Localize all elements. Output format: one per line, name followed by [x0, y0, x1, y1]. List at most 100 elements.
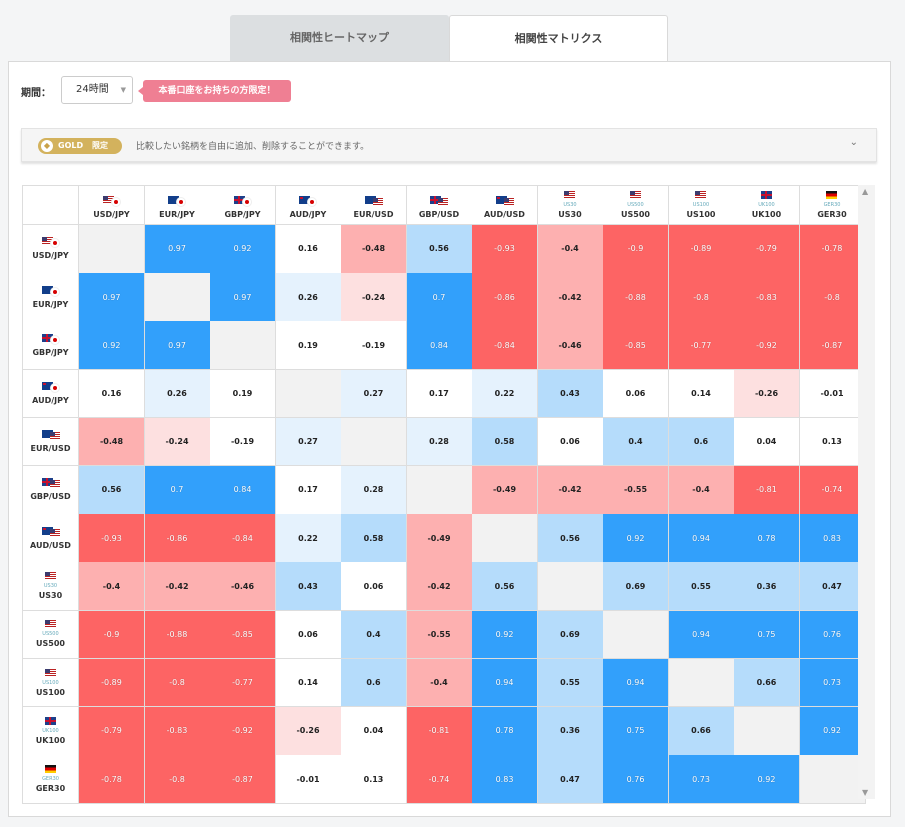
gold-message: 比較したい銘柄を自由に追加、削除することができます。 — [136, 142, 370, 152]
matrix-cell: 0.84 — [406, 321, 473, 371]
gb-jp-flag-icon — [41, 333, 60, 344]
matrix-cell: 0.56 — [406, 225, 473, 274]
matrix-cell: -0.8 — [144, 755, 211, 804]
matrix-scrollbar[interactable]: ▲ ▼ — [858, 185, 875, 799]
row-header-label: US100 — [36, 687, 65, 697]
gold-feature-bar[interactable]: ◆ GOLD 限定 比較したい銘柄を自由に追加、削除することができます。 ⌄ — [21, 128, 877, 162]
column-header-label: US30 — [558, 210, 582, 219]
index-sublabel: US30 — [563, 202, 577, 208]
column-header: AUD/USD — [472, 185, 538, 225]
matrix-cell: 0.92 — [603, 514, 669, 563]
matrix-cell: 0.84 — [210, 466, 276, 515]
matrix-cell: -0.92 — [734, 321, 800, 371]
matrix-cell: -0.24 — [144, 417, 211, 467]
eu-jp-flag-icon — [41, 285, 60, 296]
live-account-badge: 本番口座をお持ちの方限定！ — [138, 80, 291, 102]
matrix-cell: 0.78 — [734, 514, 800, 563]
us-jp-flag-icon — [102, 196, 121, 206]
us-flag-icon — [42, 668, 60, 679]
matrix-cell: -0.4 — [537, 225, 604, 274]
matrix-cell: 0.22 — [472, 369, 538, 419]
matrix-cell: -0.83 — [734, 273, 800, 322]
matrix-cell: 0.22 — [275, 514, 342, 563]
matrix-cell: -0.49 — [472, 466, 538, 515]
gold-badge-tag: 限定 — [92, 141, 108, 150]
period-select[interactable]: 24時間 ▼ — [61, 76, 133, 104]
column-header-label: UK100 — [751, 210, 782, 219]
matrix-cell: 0.17 — [406, 369, 473, 419]
matrix-cell-diagonal — [734, 707, 800, 756]
matrix-cell: 0.55 — [668, 562, 735, 612]
matrix-cell-diagonal — [144, 273, 211, 322]
matrix-cell: 0.36 — [537, 707, 604, 756]
row-header: US30 US30 — [22, 562, 79, 612]
matrix-cell-diagonal — [537, 562, 604, 612]
matrix-cell: 0.55 — [537, 658, 604, 708]
matrix-cell-diagonal — [79, 225, 145, 274]
us-flag-icon — [561, 191, 579, 201]
matrix-cell-diagonal — [472, 514, 538, 563]
matrix-cell: 0.27 — [341, 369, 407, 419]
matrix-cell: 0.97 — [210, 273, 276, 322]
matrix-cell: -0.4 — [668, 466, 735, 515]
matrix-cell: 0.19 — [210, 369, 276, 419]
matrix-cell: -0.92 — [210, 707, 276, 756]
row-header: USD/JPY — [22, 225, 79, 274]
tab-matrix[interactable]: 相関性マトリクス — [449, 15, 668, 62]
row-header-label: UK100 — [35, 735, 66, 745]
matrix-cell: -0.19 — [341, 321, 407, 371]
matrix-cell: -0.4 — [79, 562, 145, 612]
expand-chevron-icon[interactable]: ⌄ — [849, 137, 858, 148]
column-header: GBP/JPY — [210, 185, 276, 225]
us-flag-icon — [42, 620, 60, 630]
matrix-cell: 0.76 — [603, 755, 669, 804]
matrix-cell: -0.86 — [472, 273, 538, 322]
gb-us-flag-icon — [430, 196, 448, 206]
matrix-cell-diagonal — [799, 755, 866, 804]
scroll-down-icon[interactable]: ▼ — [862, 788, 869, 797]
matrix-cell: 0.56 — [537, 514, 604, 563]
matrix-cell: -0.88 — [144, 610, 211, 660]
matrix-cell: 0.17 — [275, 466, 342, 515]
gb-flag-icon — [758, 191, 776, 201]
matrix-cell: -0.8 — [668, 273, 735, 322]
row-header-label: US500 — [36, 639, 65, 649]
matrix-cell: 0.75 — [603, 707, 669, 756]
column-header: EUR/JPY — [144, 185, 211, 225]
matrix-cell: 0.36 — [734, 562, 800, 612]
matrix-cell: 0.04 — [341, 707, 407, 756]
row-header-label: EUR/JPY — [32, 299, 69, 309]
matrix-cell: 0.26 — [275, 273, 342, 322]
matrix-cell: 0.06 — [341, 562, 407, 612]
column-header: UK100 UK100 — [734, 185, 800, 225]
matrix-cell: 0.19 — [275, 321, 342, 371]
matrix-cell: -0.46 — [537, 321, 604, 371]
matrix-cell: -0.01 — [799, 369, 866, 419]
scroll-up-icon[interactable]: ▲ — [862, 187, 869, 196]
matrix-cell-diagonal — [406, 466, 473, 515]
au-us-flag-icon — [495, 196, 514, 206]
matrix-cell: 0.92 — [79, 321, 145, 371]
index-sublabel: US500 — [627, 202, 644, 208]
row-header: UK100 UK100 — [22, 707, 79, 756]
matrix-cell: -0.55 — [603, 466, 669, 515]
matrix-cell: -0.42 — [537, 466, 604, 515]
row-header: US500 US500 — [22, 610, 79, 660]
au-jp-flag-icon — [41, 381, 60, 392]
gold-coin-icon: ◆ — [41, 140, 53, 152]
column-header-label: AUD/JPY — [289, 210, 327, 219]
matrix-cell: 0.6 — [668, 417, 735, 467]
matrix-cell: 0.56 — [472, 562, 538, 612]
tab-heatmap[interactable]: 相関性ヒートマップ — [230, 15, 449, 61]
column-header-label: USD/JPY — [93, 210, 130, 219]
matrix-cell: -0.9 — [79, 610, 145, 660]
index-sublabel: US100 — [692, 202, 710, 208]
matrix-cell: -0.01 — [275, 755, 342, 804]
row-header: EUR/JPY — [22, 273, 79, 322]
matrix-cell: 0.73 — [799, 658, 866, 708]
row-header: AUD/JPY — [22, 369, 79, 419]
matrix-cell: -0.78 — [79, 755, 145, 804]
eu-us-flag-icon — [364, 196, 383, 206]
matrix-cell: 0.27 — [275, 417, 342, 467]
matrix-cell: -0.26 — [275, 707, 342, 756]
